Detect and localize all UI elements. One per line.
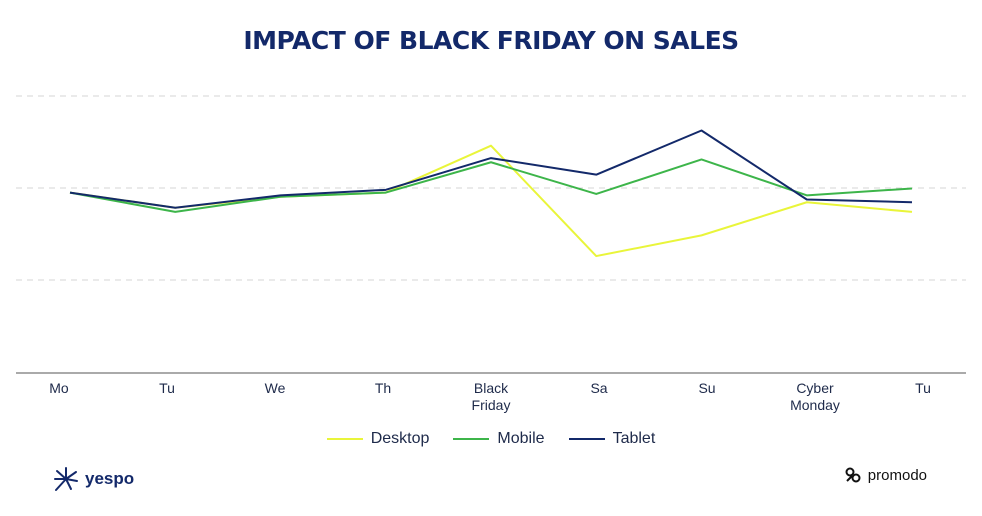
legend-swatch — [453, 438, 490, 440]
legend: Desktop Mobile Tablet — [0, 430, 982, 448]
legend-label: Tablet — [612, 430, 656, 447]
series-line-mobile — [69, 158, 913, 213]
yespo-wordmark: yespo — [85, 469, 135, 488]
x-tick-label: Su — [698, 380, 715, 396]
legend-swatch — [326, 438, 363, 440]
legend-label: Mobile — [497, 430, 545, 447]
legend-item-tablet: Tablet — [568, 430, 656, 448]
series-lines — [69, 129, 913, 258]
gridlines — [16, 95, 966, 281]
legend-label: Desktop — [370, 430, 430, 447]
legend-item-mobile: Mobile — [453, 430, 545, 448]
promodo-wordmark: promodo — [867, 466, 927, 484]
promodo-mark-icon — [845, 467, 861, 483]
chart-title: IMPACT OF BLACK FRIDAY ON SALES — [243, 26, 739, 55]
x-tick-label: Sa — [590, 380, 607, 396]
x-tick-label: Th — [375, 380, 391, 396]
promodo-logo: promodo — [844, 466, 927, 484]
yespo-burst-icon — [54, 467, 78, 491]
legend-item-desktop: Desktop — [326, 430, 430, 448]
x-tick-label: We — [265, 380, 286, 396]
x-tick-label: Cyber Monday — [790, 380, 840, 413]
x-tick-label: Tu — [159, 380, 175, 396]
line-chart: Mo Tu We Th Black Friday Sa Su Cyber Monday Tu — [16, 95, 966, 413]
x-tick-labels: Mo Tu We Th Black Friday Sa Su Cyber Monday Tu — [49, 380, 931, 413]
series-line-tablet — [69, 129, 913, 209]
yespo-logo: yespo — [53, 466, 134, 492]
x-tick-label: Black Friday — [472, 380, 511, 413]
legend-swatch — [568, 438, 605, 440]
x-tick-label: Tu — [915, 380, 931, 396]
x-tick-label: Mo — [49, 380, 69, 396]
